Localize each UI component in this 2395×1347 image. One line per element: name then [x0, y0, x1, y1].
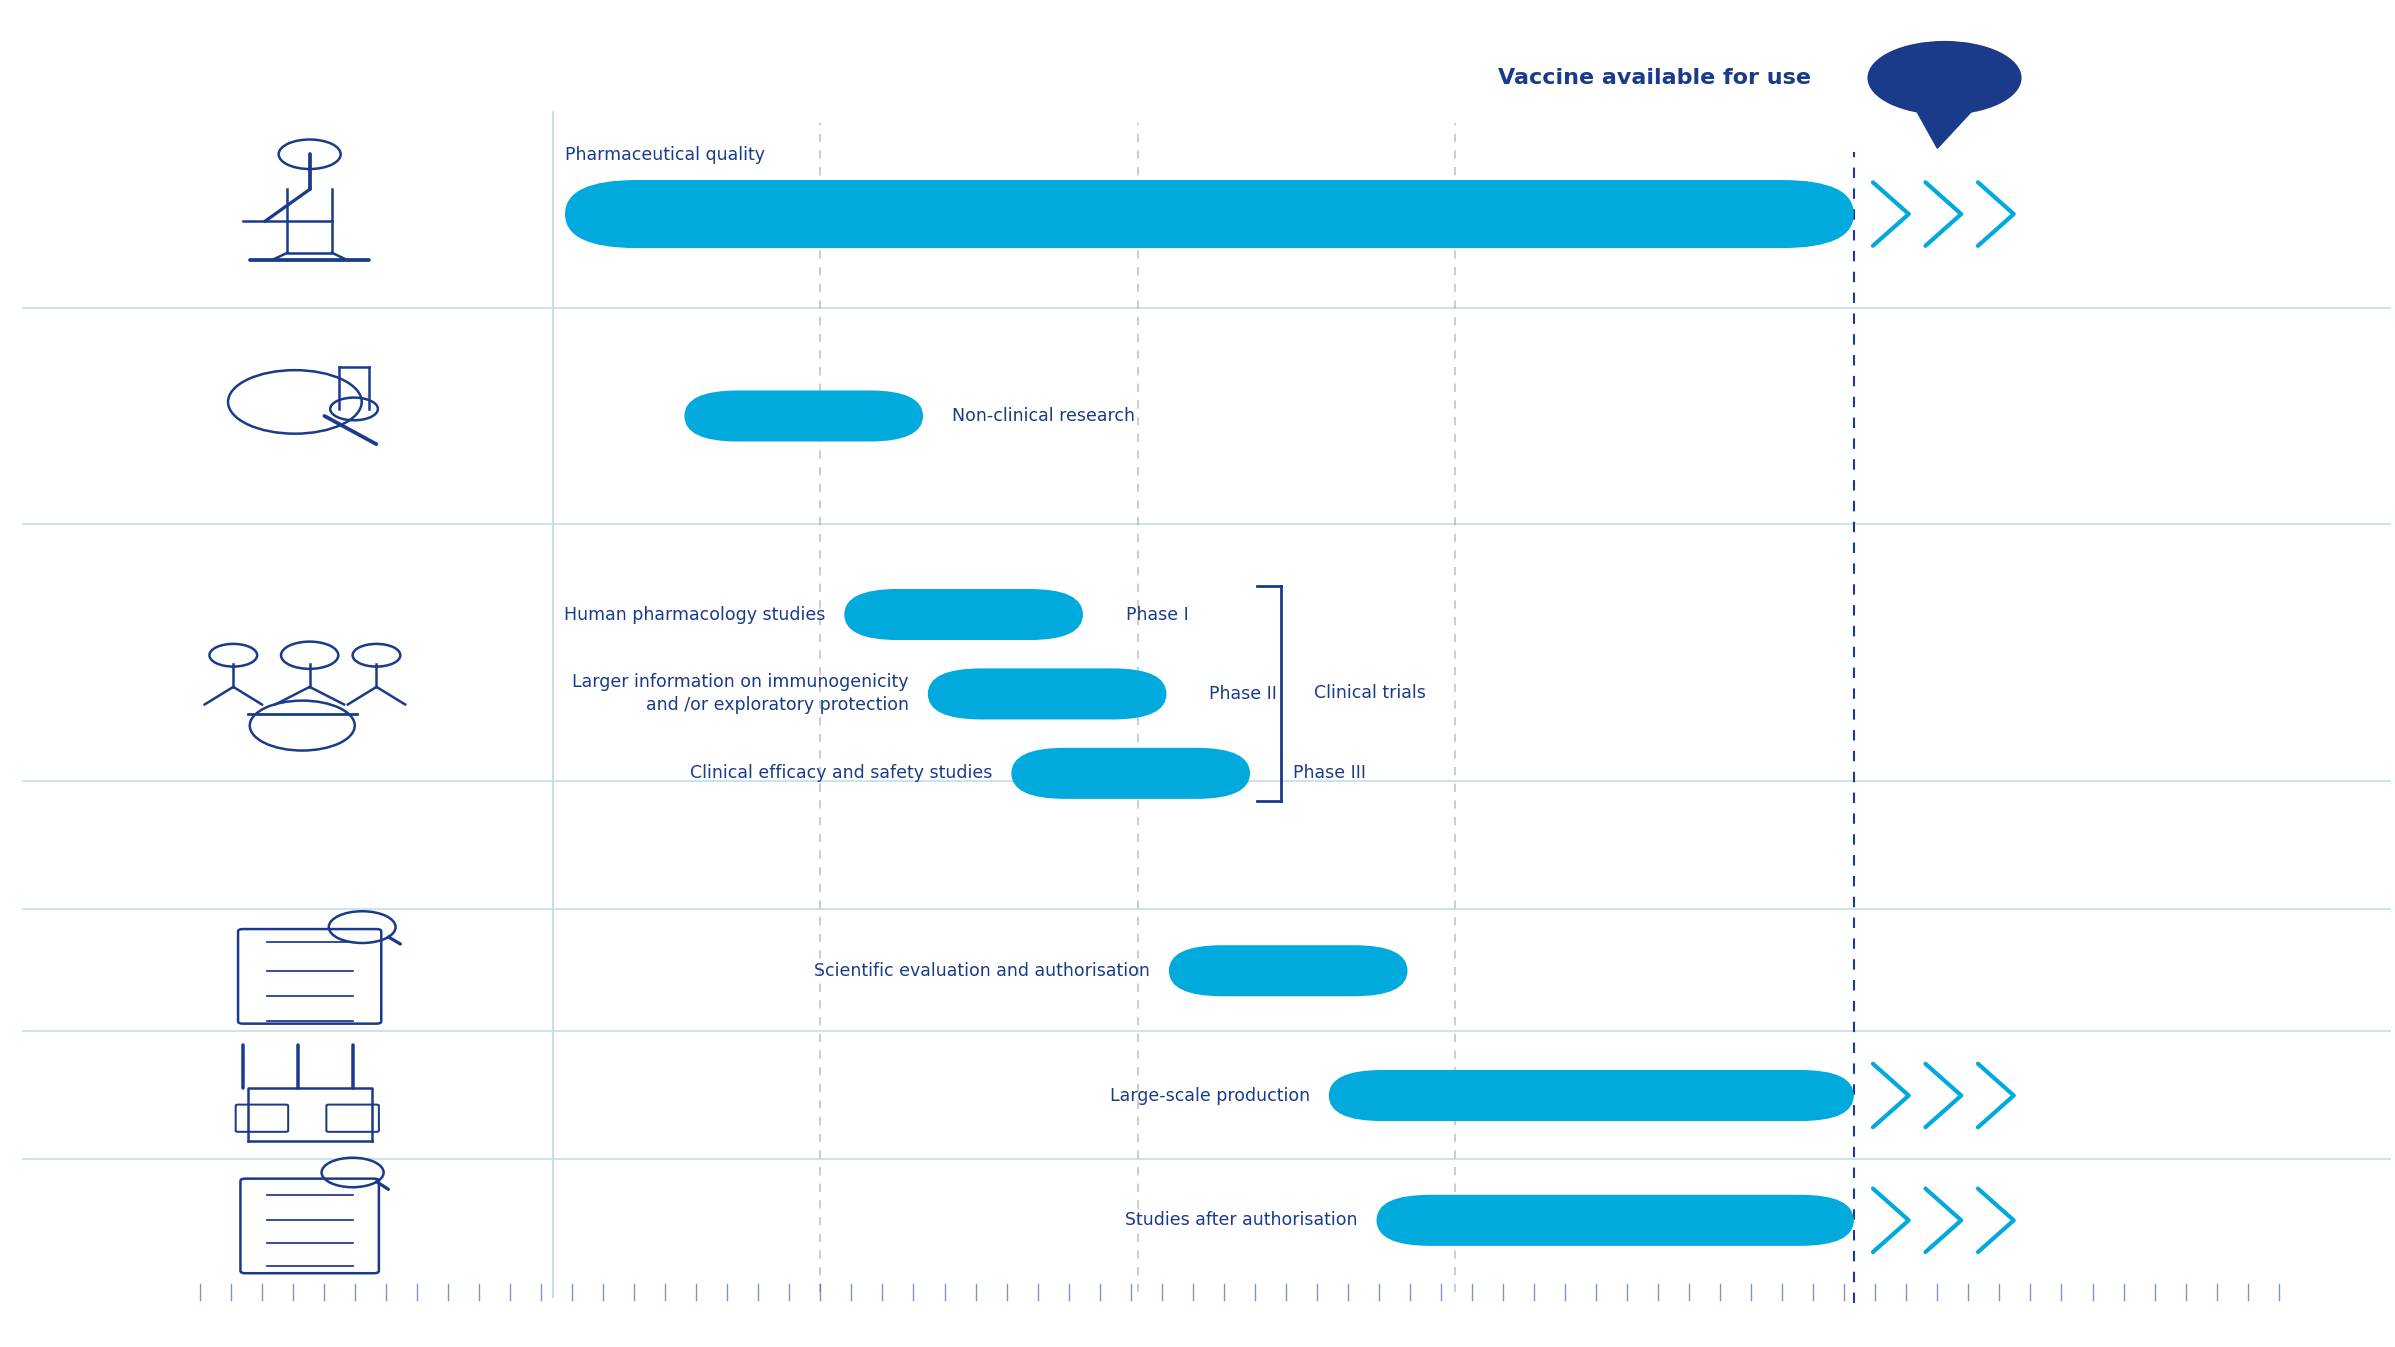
FancyBboxPatch shape [685, 391, 922, 442]
Text: Larger information on immunogenicity
and /or exploratory protection: Larger information on immunogenicity and… [572, 674, 908, 714]
Text: Phase III: Phase III [1293, 764, 1365, 783]
Text: Scientific evaluation and authorisation: Scientific evaluation and authorisation [814, 962, 1150, 979]
Circle shape [1868, 42, 2021, 114]
Text: Phase I: Phase I [1126, 606, 1188, 624]
FancyBboxPatch shape [1169, 946, 1408, 997]
FancyBboxPatch shape [1377, 1195, 1854, 1246]
FancyBboxPatch shape [845, 589, 1083, 640]
Text: Non-clinical research: Non-clinical research [951, 407, 1135, 424]
FancyBboxPatch shape [1329, 1070, 1854, 1121]
Text: Large-scale production: Large-scale production [1109, 1087, 1310, 1105]
Text: Studies after authorisation: Studies after authorisation [1126, 1211, 1358, 1230]
FancyBboxPatch shape [927, 668, 1166, 719]
FancyBboxPatch shape [1011, 748, 1250, 799]
Text: Human pharmacology studies: Human pharmacology studies [563, 606, 826, 624]
Text: Phase II: Phase II [1209, 684, 1277, 703]
Polygon shape [1916, 109, 1973, 148]
Text: Pharmaceutical quality: Pharmaceutical quality [565, 145, 764, 164]
FancyBboxPatch shape [565, 180, 1854, 248]
Text: Clinical efficacy and safety studies: Clinical efficacy and safety studies [690, 764, 992, 783]
Text: Vaccine available for use: Vaccine available for use [1497, 67, 1811, 88]
Text: Clinical trials: Clinical trials [1315, 684, 1427, 702]
